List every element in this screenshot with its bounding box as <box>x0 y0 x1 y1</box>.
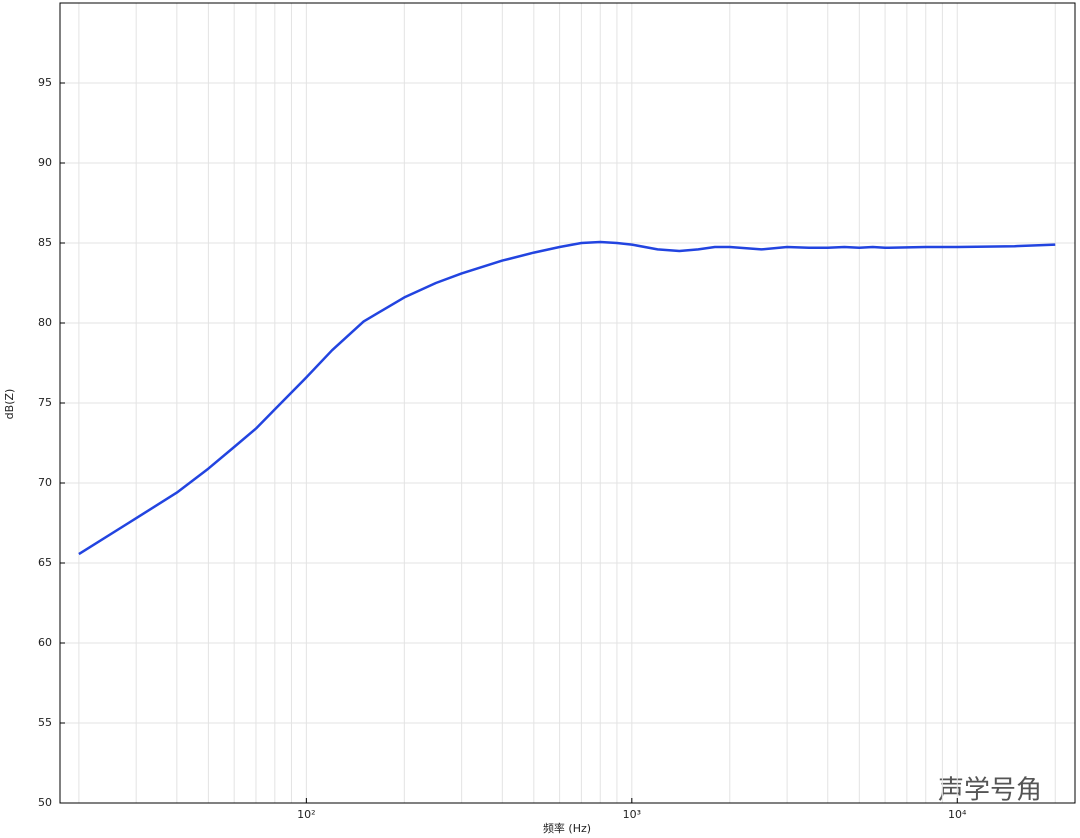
y-tick-label: 85 <box>38 236 52 249</box>
y-tick-label: 70 <box>38 476 52 489</box>
y-tick-label: 75 <box>38 396 52 409</box>
y-tick-label: 50 <box>38 796 52 809</box>
x-tick-label: 10³ <box>623 808 641 821</box>
y-tick-label: 55 <box>38 716 52 729</box>
x-axis-label: 频率 (Hz) <box>543 821 591 835</box>
watermark: 声学号角 <box>938 776 1042 806</box>
x-tick-label: 10² <box>297 808 315 821</box>
y-tick-label: 60 <box>38 636 52 649</box>
y-tick-label: 90 <box>38 156 52 169</box>
y-tick-label: 80 <box>38 316 52 329</box>
plot-frame <box>59 2 1076 804</box>
y-tick-label: 65 <box>38 556 52 569</box>
y-tick-label: 95 <box>38 76 52 89</box>
data-line <box>78 240 1056 556</box>
x-tick-label: 10⁴ <box>948 808 967 821</box>
y-axis-label: dB(Z) <box>3 389 16 420</box>
